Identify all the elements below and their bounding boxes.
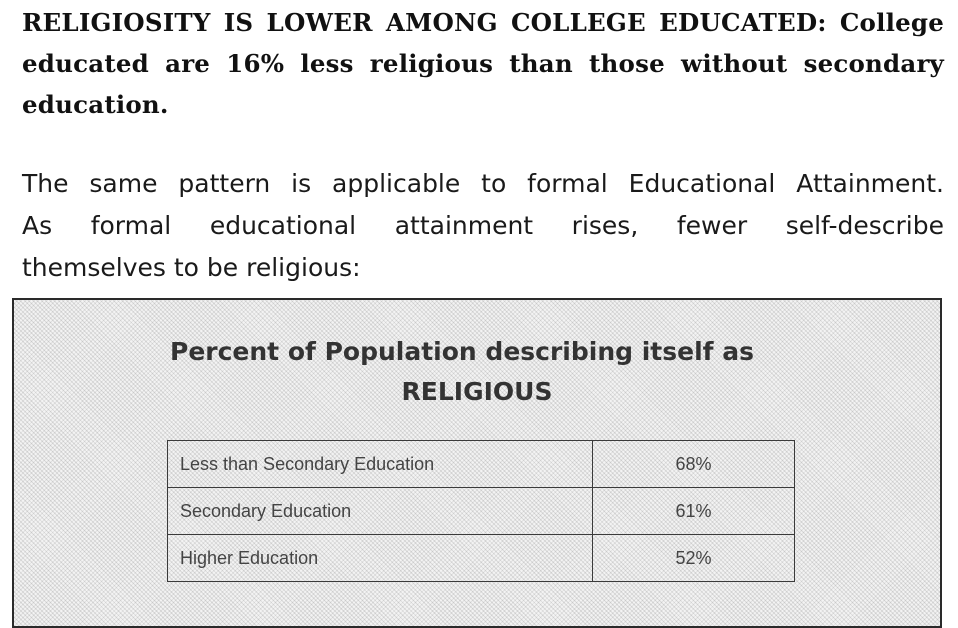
table-row: Secondary Education 61% <box>167 487 795 535</box>
table-row: Higher Education 52% <box>167 534 795 582</box>
row-value: 68% <box>592 440 795 488</box>
row-label: Higher Education <box>167 534 593 582</box>
heading-line: education. <box>22 90 169 119</box>
panel-title-line1: Percent of Population describing itself … <box>170 337 754 366</box>
intro-line: The same pattern is applicable to formal… <box>22 169 944 198</box>
row-value: 52% <box>592 534 795 582</box>
intro-line: As formal educational attainment rises, … <box>22 211 944 240</box>
heading-line: RELIGIOSITY IS LOWER AMONG COLLEGE EDUCA… <box>22 8 944 37</box>
panel-title: Percent of Population describing itself … <box>14 332 940 412</box>
religiosity-table: Less than Secondary Education 68% Second… <box>167 440 795 582</box>
religiosity-panel: Percent of Population describing itself … <box>12 298 942 628</box>
row-label: Less than Secondary Education <box>167 440 593 488</box>
panel-title-line2: RELIGIOUS <box>401 377 553 406</box>
heading-line: educated are 16% less religious than tho… <box>22 49 944 78</box>
table-row: Less than Secondary Education 68% <box>167 440 795 488</box>
row-label: Secondary Education <box>167 487 593 535</box>
row-value: 61% <box>592 487 795 535</box>
section-heading: RELIGIOSITY IS LOWER AMONG COLLEGE EDUCA… <box>22 2 944 125</box>
intro-paragraph: The same pattern is applicable to formal… <box>22 163 944 289</box>
intro-line: themselves to be religious: <box>22 253 361 282</box>
